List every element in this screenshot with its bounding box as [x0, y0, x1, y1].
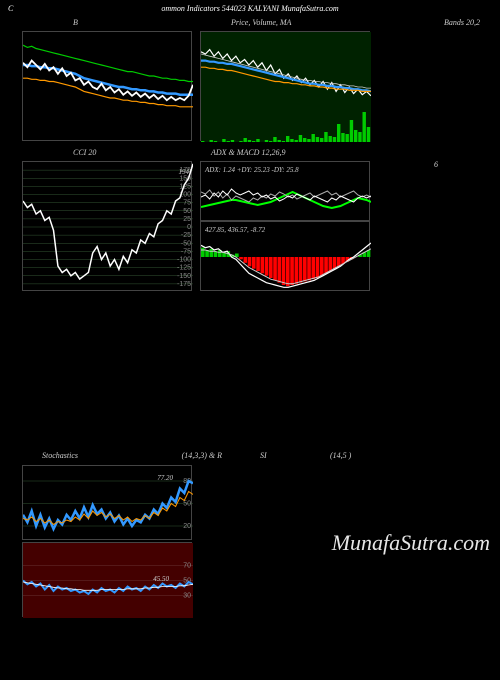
price-chart	[201, 32, 371, 142]
adx-macd-title: ADX & MACD 12,26,9	[211, 148, 285, 157]
watermark: MunafaSutra.com	[332, 530, 490, 556]
stoch-chart: 20508077.20	[23, 466, 193, 541]
panel-cci: CCI 20 1751501251007550250-25-50-75-100-…	[22, 161, 192, 291]
panel-rsi: 30507045.50	[22, 542, 192, 617]
panel-bbands: B	[22, 31, 192, 141]
svg-text:77.20: 77.20	[157, 474, 173, 482]
page-header: C ommon Indicators 544023 KALYANI Munafa…	[0, 0, 500, 17]
panel-price: Price, Volume, MA	[200, 31, 370, 141]
header-main: ommon Indicators 544023 KALYANI MunafaSu…	[161, 4, 338, 13]
svg-text:-125: -125	[177, 265, 191, 272]
svg-text:0: 0	[187, 224, 191, 231]
macd-chart: 427.85, 436.57, -8.72	[201, 222, 371, 292]
svg-text:30: 30	[183, 593, 191, 600]
svg-text:194: 194	[179, 168, 190, 176]
panel-adx-macd-wrap: ADX & MACD 12,26,9 ADX: 1.24 +DY: 25.23 …	[200, 161, 370, 291]
svg-text:-150: -150	[177, 273, 191, 280]
svg-text:427.85, 436.57, -8.72: 427.85, 436.57, -8.72	[205, 226, 266, 234]
svg-text:-50: -50	[181, 240, 191, 247]
price-title: Price, Volume, MA	[231, 18, 291, 27]
svg-text:-100: -100	[177, 257, 191, 264]
cci-chart: 1751501251007550250-25-50-75-100-125-150…	[23, 162, 193, 292]
svg-text:50: 50	[183, 208, 191, 215]
svg-text:75: 75	[183, 200, 191, 207]
svg-text:-25: -25	[181, 232, 191, 239]
bbands-chart	[23, 32, 193, 142]
svg-text:ADX: 1.24 +DY: 25.23 -DY: 25.: ADX: 1.24 +DY: 25.23 -DY: 25.8	[204, 166, 299, 174]
bbands-side-label: Bands 20,2	[444, 18, 480, 27]
panel-stoch: 20508077.20	[22, 465, 192, 540]
rsi-params: (14,5 )	[330, 451, 351, 460]
adx-side-num: 6	[434, 160, 438, 169]
svg-text:50: 50	[183, 501, 191, 508]
svg-text:-75: -75	[181, 248, 191, 255]
header-left: C	[8, 4, 13, 13]
cci-title: CCI 20	[73, 148, 96, 157]
rsi-chart: 30507045.50	[23, 543, 193, 618]
svg-text:20: 20	[183, 523, 191, 530]
stoch-title: Stochastics	[42, 451, 78, 460]
svg-text:70: 70	[183, 563, 191, 570]
svg-text:25: 25	[183, 216, 191, 223]
bbands-title: B	[73, 18, 78, 27]
svg-text:45.50: 45.50	[153, 575, 169, 583]
svg-text:-175: -175	[177, 281, 191, 288]
rsi-title: SI	[260, 451, 267, 460]
adx-chart: ADX: 1.24 +DY: 25.23 -DY: 25.8	[201, 162, 371, 222]
